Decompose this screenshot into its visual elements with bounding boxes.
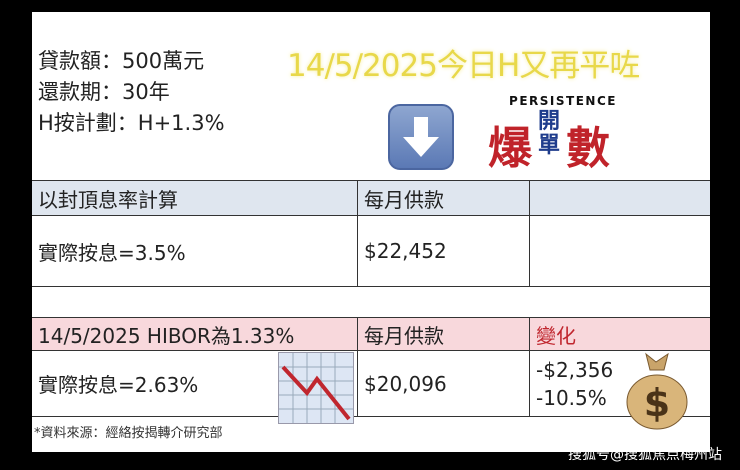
change-amount: -$2,356 — [536, 357, 614, 382]
svg-text:$: $ — [644, 381, 670, 425]
footnote: *資料來源：經絡按揭轉介研究部 — [34, 426, 223, 441]
mortgage-plan: H按計劃：H+1.3% — [38, 111, 225, 135]
loan-info: 貸款額：500萬元 還款期：30年 H按計劃：H+1.3% — [38, 46, 225, 139]
brand-logo: PERSISTENCE 爆 開單 數 — [488, 94, 617, 174]
watermark: 搜狐号@搜狐焦点梅州站 — [568, 447, 722, 463]
money-bag-icon: $ — [624, 350, 690, 434]
loan-amount: 貸款額：500萬元 — [38, 49, 205, 73]
down-arrow-icon — [388, 104, 454, 170]
infographic-card: 貸款額：500萬元 還款期：30年 H按計劃：H+1.3% 14/5/2025今… — [32, 12, 710, 452]
table1-row: 實際按息=3.5% $22,452 — [32, 215, 710, 287]
loan-term: 還款期：30年 — [38, 80, 170, 104]
table2-row: 實際按息=2.63% $20,096 -$2,356 -10.5% — [32, 350, 710, 417]
chart-decreasing-icon — [278, 352, 354, 424]
change-percent: -10.5% — [536, 385, 607, 410]
table2-header: 14/5/2025 HIBOR為1.33% 每月供款 變化 — [32, 317, 710, 351]
table1-header: 以封頂息率計算 每月供款 — [32, 180, 710, 216]
headline: 14/5/2025今日H又再平咗 — [287, 48, 640, 84]
